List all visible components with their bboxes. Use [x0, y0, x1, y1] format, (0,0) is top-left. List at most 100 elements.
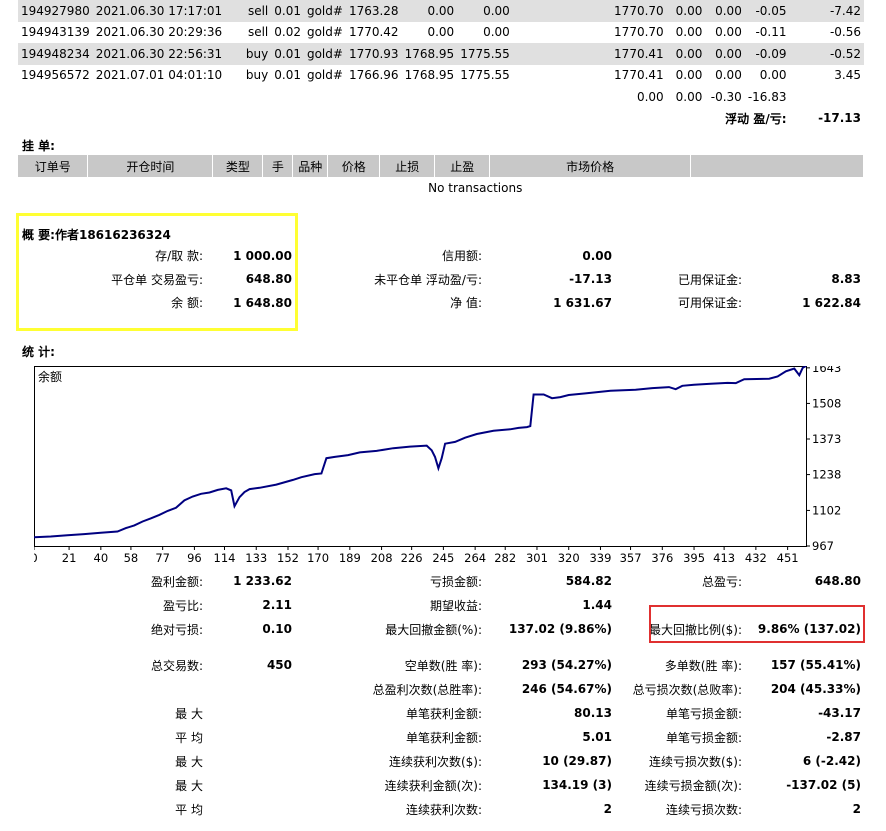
- deal-tp: 0.00: [457, 0, 513, 22]
- deal-time: 2021.07.01 04:01:10: [95, 68, 223, 83]
- deal-close-price: 1770.70: [610, 0, 667, 22]
- expected-payoff-value: 1.44: [582, 598, 612, 612]
- equity-label: 净 值:: [450, 296, 482, 311]
- credit-value: 0.00: [582, 248, 612, 263]
- short-label: 空单数(胜 率):: [404, 658, 482, 673]
- pending-header-cell: 订单号: [18, 155, 89, 177]
- rel-dd-value: 9.86% (137.02): [757, 622, 861, 636]
- y-tick-label: 1102: [812, 503, 841, 517]
- deal-time: 2021.06.30 20:29:36: [95, 25, 223, 40]
- balance-chart: 余额 1643 1508 1373 1238 1102 967 0 21 40 58 77 96 114 1…: [30, 361, 861, 568]
- pending-header-cell: 品种: [292, 155, 329, 177]
- deal-time: 2021.06.30 22:56:31: [92, 43, 226, 65]
- closed-pl-label: 平仓单 交易盈亏:: [111, 272, 203, 287]
- x-tick-label: 413: [713, 551, 735, 565]
- deal-item: gold#: [306, 25, 343, 40]
- x-tick-label: 114: [214, 551, 236, 565]
- y-tick-label: 967: [812, 539, 834, 553]
- gross-loss-value: 584.82: [565, 574, 612, 588]
- pending-header-cell: 类型: [212, 155, 264, 177]
- deal-taxes: 0.00: [715, 68, 742, 83]
- loss-trades-value: 204 (45.33%): [770, 682, 861, 696]
- stats-title: 统 计:: [22, 345, 55, 359]
- gross-loss-label: 亏损金额:: [429, 574, 482, 589]
- avg2-label: 平 均: [175, 802, 203, 817]
- deal-type: sell: [225, 0, 272, 22]
- deal-profit: -0.56: [829, 25, 861, 40]
- profit-factor-label: 盈亏比:: [162, 598, 203, 613]
- total-net-label: 总盈亏:: [701, 574, 742, 589]
- long-value: 157 (55.41%): [770, 658, 861, 672]
- pending-empty-row: No transactions: [18, 177, 864, 199]
- pending-header-cell: 止损: [379, 155, 436, 177]
- total-commission: 0.00: [636, 89, 664, 104]
- deal-row: 194943139 2021.06.30 20:29:36 sell 0.02 gold…: [18, 22, 864, 44]
- x-tick-label: 264: [464, 551, 486, 565]
- deal-size: 0.01: [271, 0, 304, 22]
- x-tick-label: 395: [683, 551, 705, 565]
- deal-close-price: 1770.41: [614, 68, 664, 83]
- total-trades-label: 总交易数:: [150, 658, 203, 673]
- x-tick-label: 21: [62, 551, 77, 565]
- deal-commission: 0.00: [675, 68, 703, 83]
- total-trades-value: 450: [266, 658, 292, 672]
- deal-swap: 0.00: [759, 68, 787, 83]
- cons-wins-value: 10 (29.87): [542, 754, 612, 768]
- deal-sl: 0.00: [401, 0, 458, 22]
- deal-row: 194956572 2021.07.01 04:01:10 buy 0.01 gold#…: [18, 65, 864, 87]
- deals-totals-row: 0.00 0.00 -0.30 -16.83: [18, 86, 864, 108]
- deal-profit: -0.52: [789, 43, 864, 65]
- profit-factor-value: 2.11: [262, 598, 292, 612]
- chart-title: 余额: [38, 369, 62, 384]
- total-profit: -16.83: [747, 89, 787, 104]
- total-swap: -0.30: [710, 89, 742, 104]
- x-tick-label: 357: [620, 551, 642, 565]
- largest-loss-label: 单笔亏损金额:: [665, 706, 742, 721]
- x-tick-label: 282: [494, 551, 516, 565]
- avg-loss-value: -2.87: [826, 730, 861, 744]
- free-margin-value: 1 622.84: [802, 295, 861, 310]
- rel-dd-label: 最大回撤比例($):: [648, 622, 742, 637]
- summary-table: 存/取 款: 1 000.00 信用额: 0.00 平仓单 交易盈亏: 648.…: [18, 244, 864, 315]
- deal-taxes: 0.00: [715, 25, 742, 40]
- credit-label: 信用额:: [441, 249, 482, 264]
- cons-losses-value: 6 (-2.42): [802, 754, 861, 768]
- pending-header-cell: 开仓时间: [87, 155, 214, 177]
- largest-profit-value: 80.13: [574, 706, 612, 720]
- deal-close-price: 1770.70: [614, 25, 664, 40]
- balance-value: 1 648.80: [233, 295, 292, 310]
- pending-header-blank: [690, 155, 864, 177]
- largest-label: 最 大: [175, 706, 203, 721]
- deal-item: gold#: [303, 0, 346, 22]
- largest-loss-value: -43.17: [818, 706, 861, 720]
- gross-profit-label: 盈利金额:: [150, 574, 203, 589]
- x-tick-label: 40: [94, 551, 109, 565]
- x-tick-label: 226: [401, 551, 423, 565]
- deal-gap: [513, 65, 611, 87]
- y-tick-label: 1238: [812, 468, 841, 482]
- max2-label: 最 大: [175, 778, 203, 793]
- deal-type: buy: [245, 68, 269, 83]
- deposit-value: 1 000.00: [233, 248, 292, 263]
- deal-swap: -0.05: [744, 0, 790, 22]
- x-tick-label: 133: [245, 551, 267, 565]
- deal-size: 0.01: [271, 43, 304, 65]
- drawdown-highlight: [649, 605, 865, 643]
- total-taxes: 0.00: [675, 89, 703, 104]
- cons-profit-label: 连续获利金额(次):: [384, 778, 482, 793]
- deal-swap: -0.11: [755, 25, 787, 40]
- balance-label: 余 额:: [171, 296, 203, 311]
- x-tick-label: 245: [432, 551, 454, 565]
- closed-pl-value: 648.80: [245, 272, 292, 287]
- deal-taxes: 0.00: [705, 0, 745, 22]
- deal-sl: 1768.95: [401, 43, 458, 65]
- avg-cons-losses-value: 2: [852, 802, 861, 816]
- deal-gap: [513, 22, 611, 44]
- floating-value: -17.13: [818, 111, 861, 126]
- deal-time: 2021.06.30 17:17:01: [92, 0, 226, 22]
- pending-orders-table: 订单号 开仓时间 类型手品种 价格 止损 止盈 市场价格 No transactions: [18, 155, 864, 199]
- x-tick-label: 152: [277, 551, 299, 565]
- gross-profit-value: 1 233.62: [233, 574, 292, 588]
- deal-gap: [512, 43, 611, 65]
- deal-item: gold#: [306, 68, 343, 83]
